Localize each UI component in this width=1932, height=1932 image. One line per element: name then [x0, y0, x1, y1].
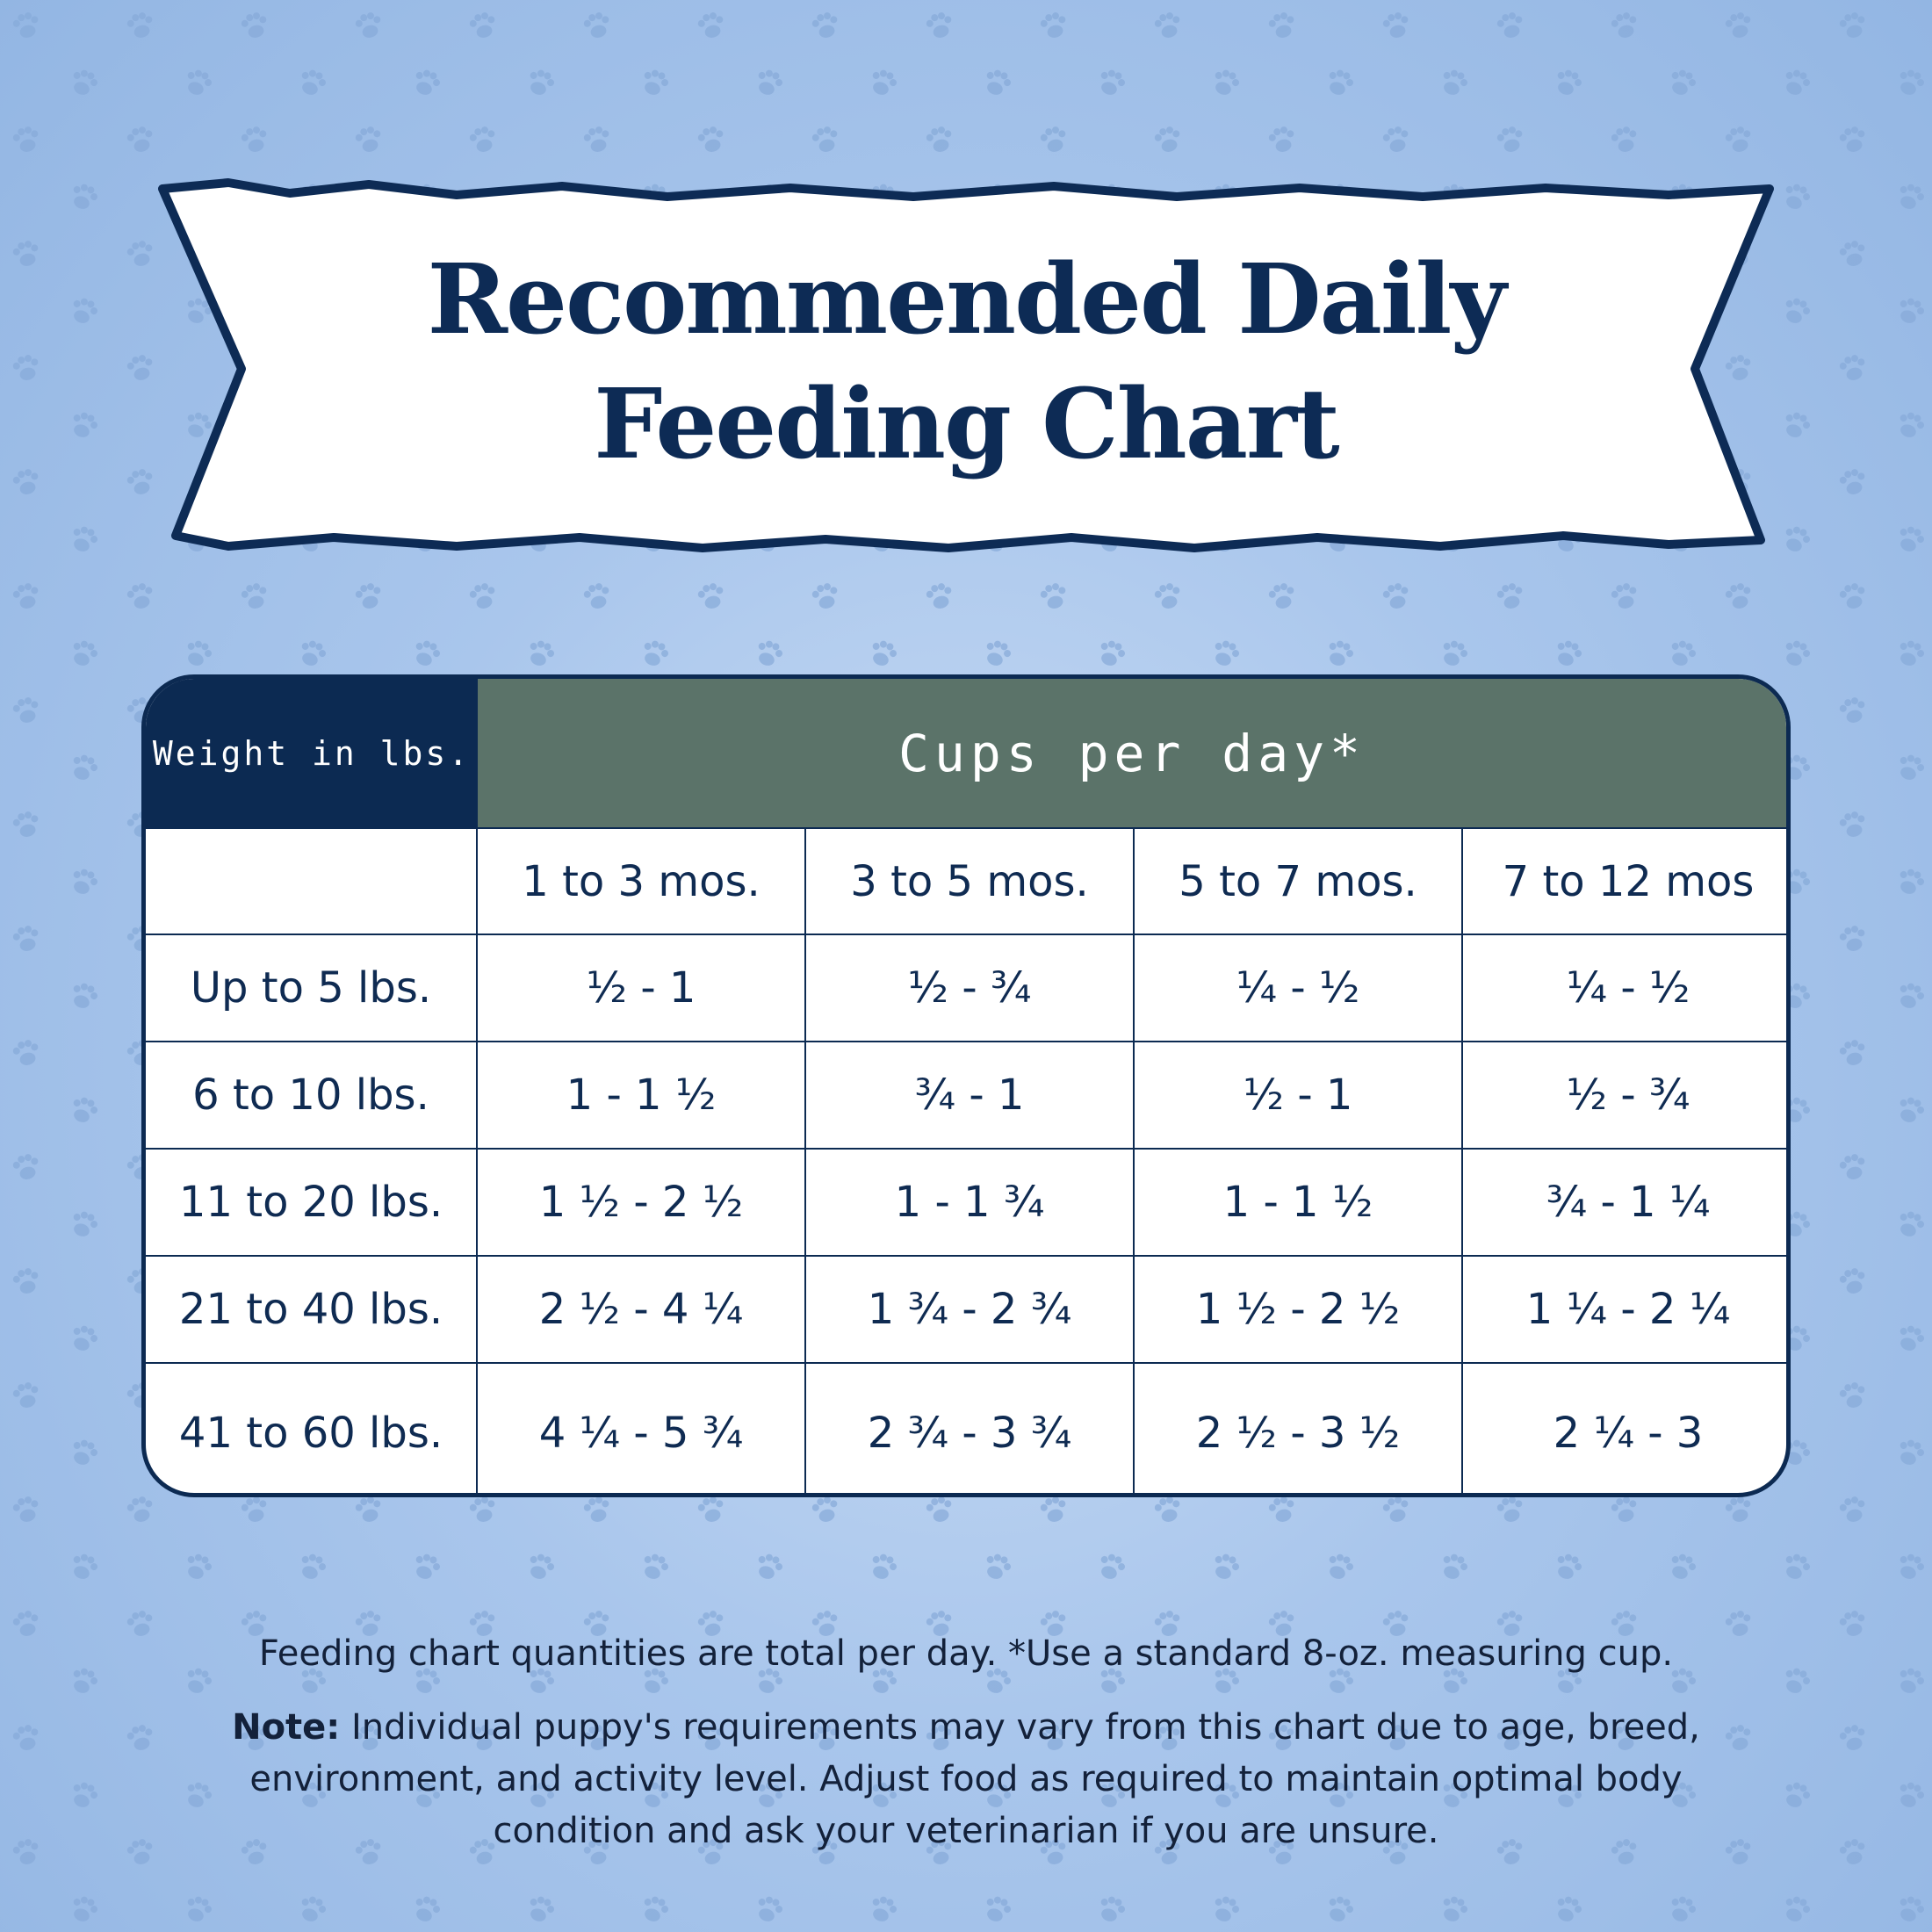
cups-cell: ¼ - ½: [1463, 934, 1786, 1041]
column-header: 3 to 5 mos.: [806, 827, 1135, 934]
cups-cell: ½ - 1: [478, 934, 806, 1041]
row-weight-label: 21 to 40 lbs.: [146, 1255, 478, 1362]
title-line-2: Feeding Chart: [594, 367, 1340, 480]
cups-cell: 2 ¾ - 3 ¾: [806, 1362, 1135, 1493]
cups-cell: 2 ¼ - 3: [1463, 1362, 1786, 1493]
cups-cell: ¾ - 1 ¼: [1463, 1148, 1786, 1255]
cups-cell: ¾ - 1: [806, 1041, 1135, 1148]
row-weight-label: 11 to 20 lbs.: [146, 1148, 478, 1255]
cups-cell: 2 ½ - 4 ¼: [478, 1255, 806, 1362]
row-weight-label: 6 to 10 lbs.: [146, 1041, 478, 1148]
row-weight-label: Up to 5 lbs.: [146, 934, 478, 1041]
cups-cell: ½ - ¾: [1463, 1041, 1786, 1148]
weight-header: Weight in lbs.: [146, 679, 478, 827]
cups-per-day-header: Cups per day*: [478, 679, 1786, 827]
note-label: Note:: [232, 1707, 341, 1748]
title-line-1: Recommended Daily: [427, 242, 1507, 356]
cups-cell: ¼ - ½: [1135, 934, 1463, 1041]
title-banner: [158, 178, 1774, 552]
cups-cell: 1 - 1 ¾: [806, 1148, 1135, 1255]
cups-cell: 4 ¼ - 5 ¾: [478, 1362, 806, 1493]
cups-cell: ½ - ¾: [806, 934, 1135, 1041]
cups-cell: 1 ¼ - 2 ¼: [1463, 1255, 1786, 1362]
cups-cell: 1 ½ - 2 ½: [1135, 1255, 1463, 1362]
cups-cell: 1 - 1 ½: [478, 1041, 806, 1148]
column-header: 7 to 12 mos: [1463, 827, 1786, 934]
column-header: 5 to 7 mos.: [1135, 827, 1463, 934]
row-weight-label: 41 to 60 lbs.: [146, 1362, 478, 1493]
corner-cell: [146, 827, 478, 934]
note-text: Individual puppy's requirements may vary…: [340, 1707, 1700, 1748]
column-header: 1 to 3 mos.: [478, 827, 806, 934]
cups-cell: 2 ½ - 3 ½: [1135, 1362, 1463, 1493]
footer-note-line-3: condition and ask your veterinarian if y…: [493, 1811, 1439, 1851]
cups-cell: 1 ¾ - 2 ¾: [806, 1255, 1135, 1362]
cups-cell: 1 - 1 ½: [1135, 1148, 1463, 1255]
feeding-table: Weight in lbs. Cups per day* 1 to 3 mos.…: [141, 674, 1791, 1497]
footer-quantities-note: Feeding chart quantities are total per d…: [258, 1633, 1674, 1674]
cups-cell: ½ - 1: [1135, 1041, 1463, 1148]
cups-cell: 1 ½ - 2 ½: [478, 1148, 806, 1255]
footer-note-line-2: environment, and activity level. Adjust …: [249, 1759, 1683, 1799]
footer-note-line-1: Note: Individual puppy's requirements ma…: [0, 1707, 1932, 1748]
